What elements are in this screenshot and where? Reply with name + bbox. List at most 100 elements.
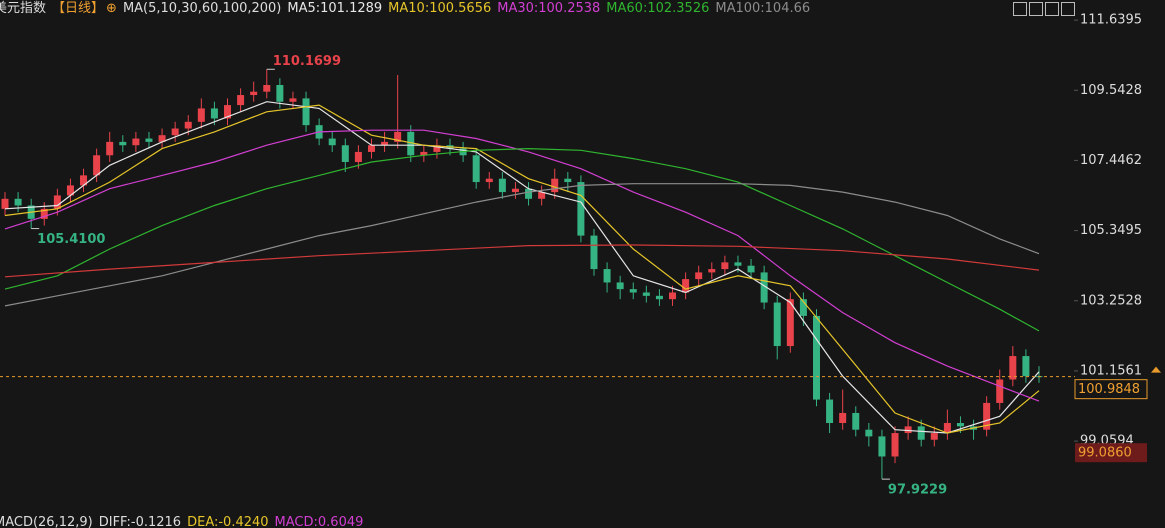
- candle-body: [354, 151, 362, 162]
- candle-body: [289, 98, 297, 102]
- candle-body: [394, 131, 402, 142]
- candle-body: [302, 98, 310, 126]
- last-price-box: [1074, 379, 1148, 400]
- y-tick-label: 109.5428: [1080, 83, 1142, 98]
- tool-button[interactable]: [1061, 2, 1075, 16]
- y-tick-label: 107.4462: [1080, 153, 1142, 168]
- candle-body: [669, 292, 677, 300]
- candle-body: [773, 302, 781, 347]
- candle-body: [145, 138, 153, 142]
- candle-body: [498, 178, 506, 193]
- macd-dea: DEA:-0.4240: [187, 515, 269, 528]
- candle-body: [721, 262, 729, 270]
- candle-body: [80, 175, 88, 186]
- add-icon[interactable]: ⊕: [106, 1, 117, 16]
- tool-button[interactable]: [1029, 2, 1043, 16]
- candle-body: [93, 155, 101, 176]
- candle-body: [263, 85, 271, 92]
- candle-body: [930, 433, 938, 440]
- y-tick-label: 105.3495: [1080, 223, 1142, 238]
- candle-body: [53, 195, 61, 209]
- macd-value: MACD:0.6049: [274, 515, 364, 528]
- candle-body: [865, 429, 873, 437]
- period[interactable]: 【日线】: [52, 1, 105, 16]
- candle-body: [184, 121, 192, 129]
- candle-body: [878, 436, 886, 457]
- candle-body: [760, 272, 768, 303]
- candle-body: [983, 402, 991, 430]
- macd-header: MACD(26,12,9) DIFF:-0.1216 DEA:-0.4240 MACD…: [0, 514, 369, 528]
- candle-body: [420, 151, 428, 156]
- macd-label: MACD(26,12,9): [0, 515, 93, 528]
- tool-button[interactable]: [1045, 2, 1059, 16]
- ma-line: [4, 244, 1040, 278]
- candle-body: [996, 379, 1004, 403]
- candle-body: [341, 145, 349, 162]
- candle-body: [40, 208, 48, 219]
- chart: 111.6395 109.5428 107.4462 105.3495 103.2528…: [0, 13, 1161, 498]
- candle-body: [943, 423, 951, 434]
- last-price-label: 100.9848: [1078, 382, 1140, 397]
- candle-body: [839, 412, 847, 424]
- y-tick-label: 111.6395: [1080, 13, 1142, 28]
- candle-body: [1009, 356, 1017, 380]
- candle-body: [119, 141, 127, 146]
- candle-body: [682, 279, 690, 293]
- toolbar: [1011, 1, 1075, 20]
- candle-body: [276, 85, 284, 102]
- instrument: 美元指数: [0, 1, 47, 16]
- ma-line: [4, 104, 1040, 434]
- header: 美元指数 【日线】 ⊕ MA(5,10,30,60,100,200) MA5:101.1…: [0, 0, 822, 18]
- annotation: 97.9229: [888, 483, 947, 498]
- ma-line: [4, 147, 1040, 332]
- candle-body: [1022, 356, 1030, 377]
- legend-entry: MA60:102.3526: [606, 1, 710, 16]
- legend-entry: MA100:104.66: [715, 1, 811, 16]
- candle-body: [106, 141, 114, 156]
- price-tag-box: [1075, 443, 1147, 463]
- ma-line: [4, 129, 1040, 402]
- candle-body: [66, 185, 74, 196]
- legend-entry: MA10:100.5656: [388, 1, 492, 16]
- candle-body: [786, 299, 794, 347]
- candle-body: [956, 423, 964, 427]
- annotation: 105.4100: [37, 232, 105, 247]
- candle-body: [367, 145, 375, 152]
- candle-body: [734, 262, 742, 266]
- tool-button[interactable]: [1013, 2, 1027, 16]
- price-tag: 99.0860: [1078, 446, 1132, 461]
- candle-body: [433, 145, 441, 152]
- y-tick-label: 101.1561: [1080, 363, 1142, 378]
- candle-body: [197, 108, 205, 122]
- candle-body: [826, 399, 834, 424]
- candle-body: [158, 135, 166, 142]
- candle-body: [210, 108, 218, 119]
- legend-entry: MA30:100.2538: [497, 1, 601, 16]
- candle-body: [551, 178, 559, 193]
- candle-body: [564, 178, 572, 183]
- candle-body: [616, 282, 624, 290]
- candle-body: [525, 188, 533, 199]
- candle-body: [538, 192, 546, 199]
- ma-label[interactable]: MA(5,10,30,60,100,200): [122, 1, 282, 16]
- macd-diff: DIFF:-0.1216: [98, 515, 182, 528]
- candle-body: [14, 198, 22, 206]
- candle-body: [485, 178, 493, 183]
- candle-body: [1, 198, 9, 209]
- candle-body: [237, 95, 245, 106]
- candle-body: [891, 433, 899, 457]
- candle-body: [655, 295, 663, 300]
- candle-body: [642, 292, 650, 296]
- candle-body: [328, 138, 336, 146]
- candle-body: [577, 182, 585, 236]
- candle-body: [852, 412, 860, 430]
- candle-body: [917, 426, 925, 440]
- candle-body: [904, 426, 912, 434]
- candle-body: [511, 188, 519, 193]
- annotation: 110.1699: [273, 54, 341, 69]
- candle-body: [250, 91, 258, 96]
- candle-body: [472, 155, 480, 183]
- candle-body: [812, 315, 820, 400]
- candle-body: [407, 131, 415, 156]
